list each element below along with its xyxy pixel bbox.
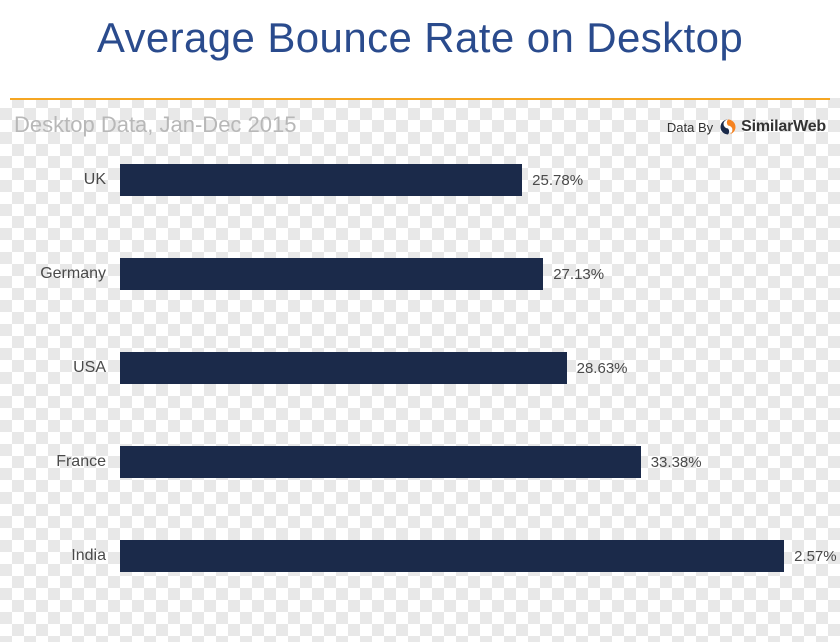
similarweb-logo: SimilarWeb	[719, 118, 826, 136]
bar-value-label: 27.13%	[543, 254, 604, 294]
bar	[120, 540, 784, 572]
attribution: Data By SimilarWeb	[667, 118, 826, 136]
similarweb-icon	[719, 118, 737, 136]
bar-category-label: France	[0, 442, 116, 482]
bar-row: Germany 27.13%	[0, 254, 840, 294]
bar-plot: UK 25.78% Germany 27.13% USA 28.63% France 33.3…	[0, 160, 840, 612]
chart-subtitle: Desktop Data, Jan-Dec 2015	[14, 112, 297, 138]
bar-row: France 33.38%	[0, 442, 840, 482]
bar-value-label: 28.63%	[567, 348, 628, 388]
bar-value-label: 25.78%	[522, 160, 583, 200]
bar-value-label: 2.57%	[784, 536, 837, 576]
accent-divider	[10, 98, 830, 100]
bar-category-label: USA	[0, 348, 116, 388]
bar	[120, 446, 641, 478]
bar	[120, 164, 522, 196]
bar-value-label: 33.38%	[641, 442, 702, 482]
bar-row: USA 28.63%	[0, 348, 840, 388]
chart-title: Average Bounce Rate on Desktop	[0, 14, 840, 62]
bar-row: UK 25.78%	[0, 160, 840, 200]
bar-category-label: UK	[0, 160, 116, 200]
bar-category-label: Germany	[0, 254, 116, 294]
bar-category-label: India	[0, 536, 116, 576]
attribution-prefix: Data By	[667, 120, 713, 135]
attribution-brand: SimilarWeb	[741, 118, 826, 136]
bar-row: India 2.57%	[0, 536, 840, 576]
bar	[120, 352, 567, 384]
bar	[120, 258, 543, 290]
